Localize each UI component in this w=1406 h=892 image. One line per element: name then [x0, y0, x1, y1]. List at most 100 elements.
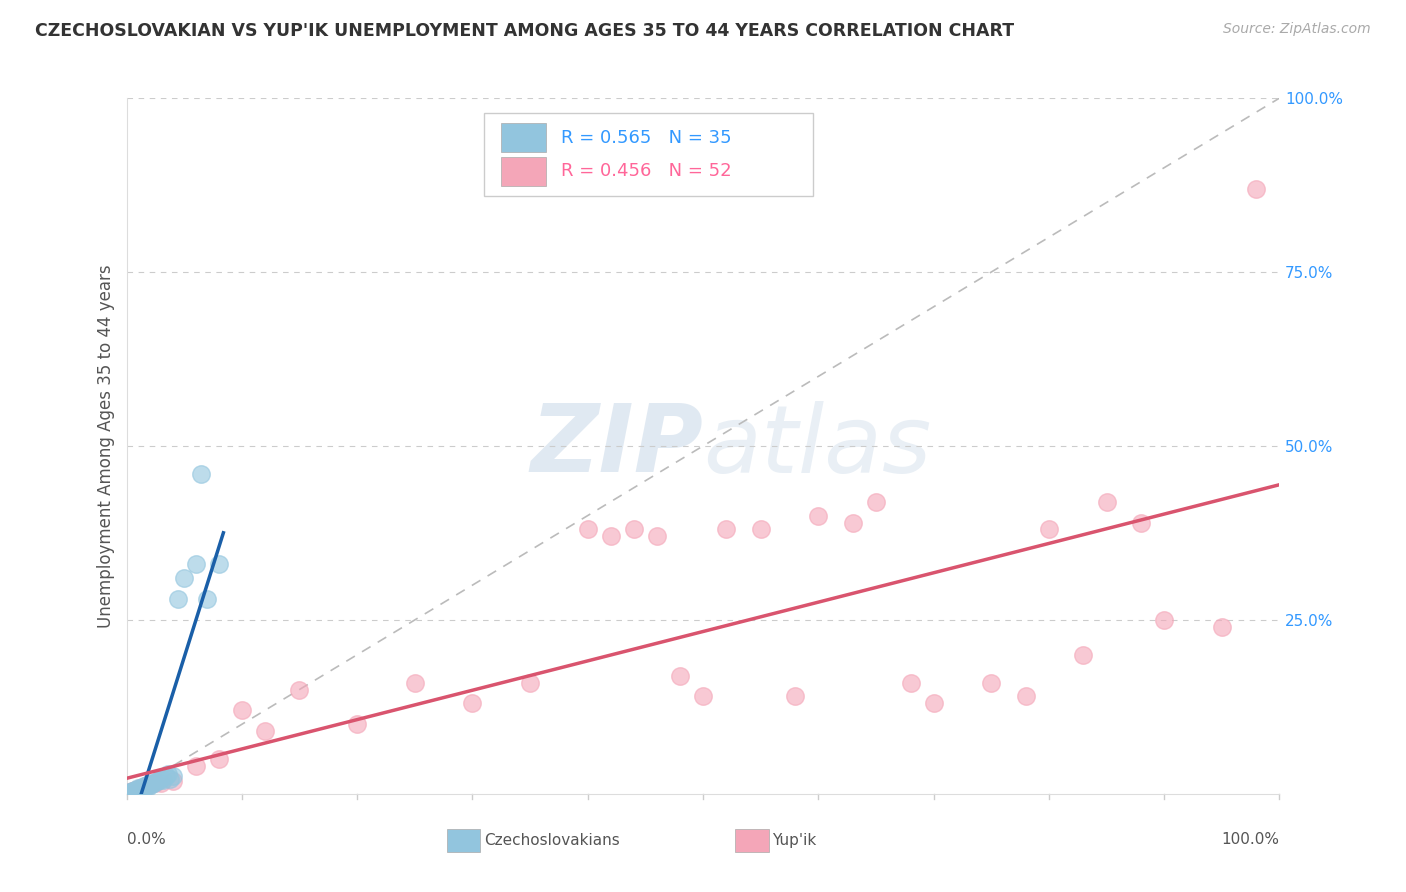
Point [195, 592, 218, 607]
Point [1211, 620, 1233, 634]
Point [122, 785, 145, 799]
Text: CZECHOSLOVAKIAN VS YUP'IK UNEMPLOYMENT AMONG AGES 35 TO 44 YEARS CORRELATION CHA: CZECHOSLOVAKIAN VS YUP'IK UNEMPLOYMENT A… [35, 22, 1014, 40]
Point [118, 785, 141, 799]
FancyBboxPatch shape [735, 829, 769, 853]
Point [120, 785, 142, 799]
Point [138, 780, 160, 794]
Text: 0.0%: 0.0% [127, 832, 166, 847]
Point [461, 697, 484, 711]
Point [1153, 613, 1175, 627]
Point [599, 529, 621, 543]
Point [404, 675, 426, 690]
Point [148, 772, 170, 787]
Point [118, 785, 141, 799]
Point [118, 786, 141, 800]
Point [173, 571, 195, 585]
Point [900, 675, 922, 690]
Point [669, 668, 692, 682]
Point [167, 592, 190, 607]
Point [127, 781, 149, 796]
Point [519, 675, 541, 690]
Text: R = 0.456   N = 52: R = 0.456 N = 52 [561, 162, 731, 180]
Point [138, 776, 160, 790]
Point [253, 724, 276, 739]
Point [865, 494, 887, 508]
Point [346, 717, 368, 731]
Point [128, 782, 150, 797]
Point [124, 783, 146, 797]
Point [190, 467, 212, 481]
Point [1246, 181, 1268, 195]
Text: R = 0.565   N = 35: R = 0.565 N = 35 [561, 128, 731, 146]
Point [1015, 690, 1038, 704]
Point [152, 772, 174, 787]
Point [980, 675, 1002, 690]
Text: 100.0%: 100.0% [1222, 832, 1279, 847]
Point [150, 776, 173, 790]
Point [145, 774, 167, 789]
Point [125, 782, 148, 797]
Text: ZIP: ZIP [530, 400, 703, 492]
Point [131, 781, 153, 796]
Point [127, 782, 149, 797]
Point [208, 752, 231, 766]
Point [125, 782, 148, 797]
Point [118, 786, 141, 800]
Point [121, 784, 143, 798]
Point [132, 779, 155, 793]
Point [576, 523, 599, 537]
Point [125, 783, 148, 797]
Point [184, 759, 207, 773]
Point [145, 776, 166, 790]
FancyBboxPatch shape [501, 157, 546, 186]
Point [122, 785, 145, 799]
Point [136, 778, 159, 792]
Text: Czechoslovakians: Czechoslovakians [484, 833, 620, 848]
Point [128, 782, 150, 797]
Point [714, 523, 737, 537]
Point [623, 523, 645, 537]
Point [162, 774, 184, 789]
Text: Yup'ik: Yup'ik [772, 833, 817, 848]
Point [155, 769, 177, 784]
Point [1038, 523, 1060, 537]
Point [208, 558, 231, 572]
Point [159, 772, 181, 786]
Point [1095, 494, 1118, 508]
Point [129, 781, 152, 796]
Point [141, 777, 163, 791]
Point [135, 779, 157, 793]
Text: Source: ZipAtlas.com: Source: ZipAtlas.com [1223, 22, 1371, 37]
Point [125, 784, 148, 798]
Y-axis label: Unemployment Among Ages 35 to 44 years: Unemployment Among Ages 35 to 44 years [97, 264, 115, 628]
Point [131, 780, 153, 794]
Point [842, 516, 865, 530]
Point [157, 767, 180, 781]
Point [1130, 516, 1153, 530]
Point [134, 779, 156, 793]
Point [143, 776, 166, 790]
Point [1073, 648, 1095, 662]
Point [138, 777, 160, 791]
Point [132, 780, 155, 794]
Point [124, 783, 146, 797]
Point [807, 508, 830, 523]
Point [749, 523, 772, 537]
Text: atlas: atlas [703, 401, 931, 491]
Point [136, 779, 159, 793]
Point [692, 690, 714, 704]
Point [129, 780, 152, 795]
FancyBboxPatch shape [447, 829, 481, 853]
Point [131, 782, 153, 797]
Point [134, 781, 156, 796]
Point [288, 682, 311, 697]
Point [184, 558, 207, 572]
Point [120, 785, 142, 799]
Point [922, 697, 945, 711]
FancyBboxPatch shape [484, 113, 813, 195]
Point [150, 772, 173, 786]
Point [231, 703, 253, 717]
Point [121, 784, 143, 798]
FancyBboxPatch shape [501, 123, 546, 153]
Point [785, 690, 807, 704]
